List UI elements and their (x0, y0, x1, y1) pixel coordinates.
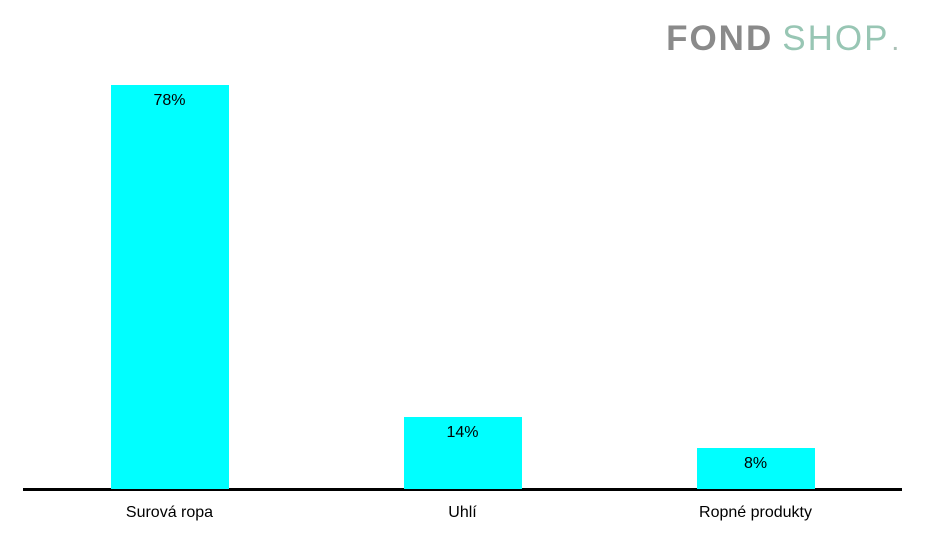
bar-value-label: 8% (743, 455, 768, 472)
brand-logo: FOND SHOP . (666, 20, 898, 63)
bar: 8% (696, 448, 815, 489)
category-label: Ropné produkty (699, 504, 812, 521)
bar: 78% (110, 85, 229, 489)
category-label: Surová ropa (125, 504, 214, 521)
bar-value-label: 78% (153, 92, 186, 109)
brand-logo-dot: . (892, 33, 898, 55)
x-axis-line (23, 488, 902, 491)
brand-logo-shop: SHOP (782, 19, 890, 58)
category-label: Uhlí (448, 504, 477, 521)
bar-value-label: 14% (446, 424, 479, 441)
brand-logo-fond: FOND (666, 19, 774, 58)
bar: 14% (403, 417, 522, 489)
